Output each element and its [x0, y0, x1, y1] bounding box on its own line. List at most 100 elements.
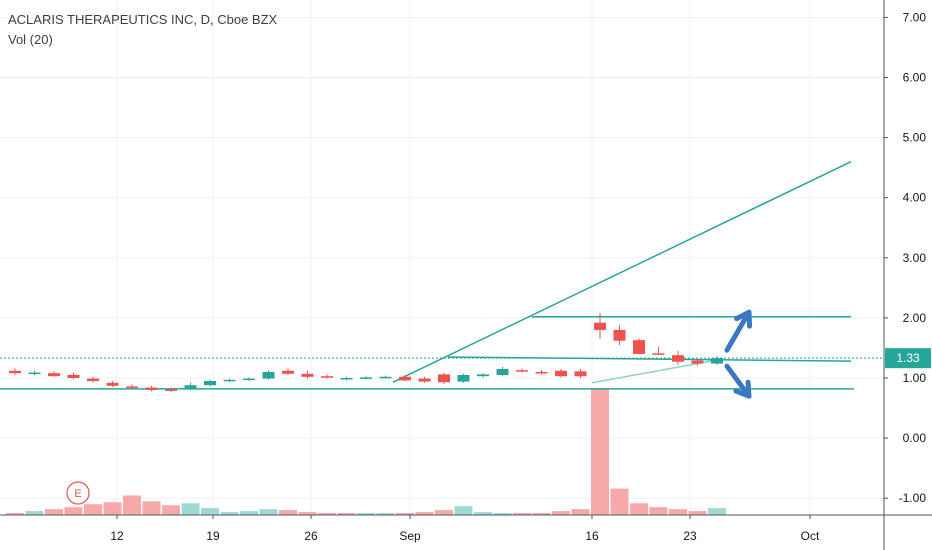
y-tick-label: 0.00: [903, 431, 927, 445]
candle-body: [516, 370, 528, 372]
flat-trendline: [447, 356, 852, 362]
volume-bar: [708, 508, 726, 515]
volume-bar: [435, 510, 453, 515]
volume-bar: [279, 510, 297, 515]
volume-bar: [688, 511, 707, 515]
volume-bar: [103, 502, 122, 515]
volume-bar: [142, 501, 161, 515]
candle-body: [340, 378, 353, 380]
x-tick-label: Sep: [399, 529, 421, 543]
volume-bar: [298, 512, 317, 515]
candle-body: [9, 370, 21, 374]
volume-bars: [6, 388, 726, 515]
candle-body: [613, 329, 626, 341]
candle-body: [321, 376, 333, 378]
drawing-lines: [0, 160, 884, 390]
candle-body: [165, 389, 177, 391]
candle-body: [691, 360, 704, 364]
volume-bar: [532, 513, 551, 515]
volume-bar: [64, 507, 83, 515]
volume-bar: [669, 509, 687, 515]
candle-body: [48, 373, 60, 377]
last-price-label: 1.33: [896, 351, 920, 365]
candle-body: [106, 382, 119, 386]
y-tick-label: 7.00: [903, 10, 927, 24]
candle-body: [711, 358, 723, 364]
volume-bar: [493, 513, 512, 515]
volume-bar: [220, 512, 239, 515]
candle-body: [262, 371, 275, 379]
candle-body: [126, 386, 138, 388]
candle-body: [282, 370, 294, 374]
volume-bar: [630, 503, 648, 515]
y-tick-label: 1.00: [903, 371, 927, 385]
arrow-up-icon: [724, 309, 752, 353]
candle-body: [438, 374, 450, 383]
rising-trendline: [392, 160, 852, 383]
volume-bar: [240, 511, 258, 515]
candle-body: [496, 368, 509, 375]
y-tick-label: 6.00: [903, 71, 927, 85]
candle-body: [145, 387, 158, 391]
candle-body: [67, 374, 80, 378]
volume-bar: [181, 503, 200, 515]
candle-body: [457, 374, 470, 382]
volume-bar: [6, 513, 24, 515]
x-tick-label: 19: [206, 529, 220, 543]
candle-body: [633, 340, 645, 354]
y-tick-label: 2.00: [903, 311, 927, 325]
volume-bar: [25, 511, 44, 515]
volume-bar: [610, 488, 629, 515]
y-tick-label: 3.00: [903, 251, 927, 265]
candle-body: [535, 371, 548, 374]
candle-body: [652, 353, 665, 355]
x-tick-label: 23: [683, 529, 697, 543]
arrow-down-icon: [724, 363, 752, 399]
candle-body: [301, 373, 314, 377]
candle-body: [87, 378, 99, 382]
y-tick-label: 4.00: [903, 191, 927, 205]
volume-bar: [376, 513, 395, 515]
candle-body: [28, 372, 41, 375]
volume-bar: [591, 388, 609, 515]
candle-body: [418, 378, 431, 382]
earnings-marker-circle: [66, 481, 90, 505]
volume-bar: [201, 508, 219, 515]
volume-bar: [552, 511, 570, 515]
volume-bar: [649, 507, 668, 515]
volume-bar: [396, 513, 414, 515]
y-tick-label: -1.00: [899, 491, 927, 505]
candle-body: [379, 376, 392, 379]
volume-bar: [571, 509, 590, 515]
volume-bar: [337, 513, 356, 515]
short-trendline: [591, 359, 718, 384]
arrow-up-icon-head: [734, 309, 753, 329]
arrow-down-icon-head: [733, 379, 752, 399]
volume-bar: [123, 495, 141, 515]
volume-bar: [415, 512, 434, 515]
candle-body: [204, 381, 216, 386]
x-tick-label: 12: [110, 529, 124, 543]
volume-bar: [45, 509, 63, 515]
x-tick-label: 26: [304, 529, 318, 543]
earnings-marker-label: E: [74, 488, 81, 500]
last-price-badge: [885, 348, 931, 369]
volume-bar: [357, 513, 375, 515]
candle-body: [555, 370, 567, 377]
volume-bar: [513, 513, 531, 515]
volume-bar: [318, 513, 336, 515]
candle-body: [360, 377, 372, 379]
grid: [0, 0, 884, 515]
candle-body: [223, 379, 236, 382]
candle-body: [399, 376, 411, 381]
y-tick-label: 5.00: [903, 131, 927, 145]
candles: [9, 313, 723, 393]
volume-label: Vol (20): [8, 32, 53, 47]
candle-body: [184, 385, 197, 389]
candle-body: [477, 374, 489, 377]
candle-body: [672, 355, 684, 362]
volume-bar: [474, 512, 492, 515]
chart-title: ACLARIS THERAPEUTICS INC, D, Cboe BZX: [8, 12, 278, 27]
x-tick-label: Oct: [801, 529, 820, 543]
